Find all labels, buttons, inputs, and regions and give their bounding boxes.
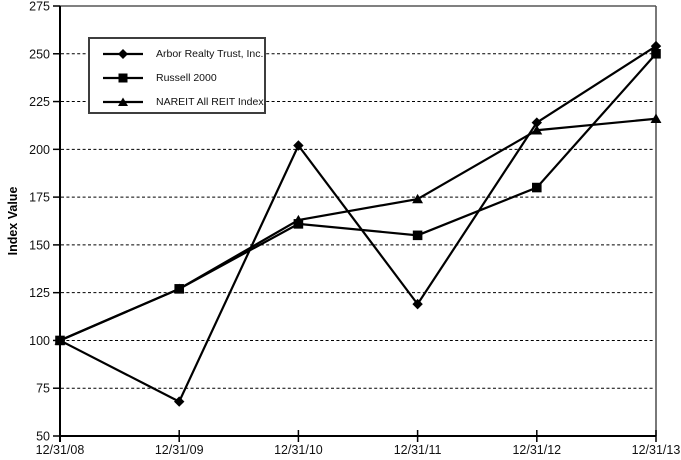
legend-label: NAREIT All REIT Index <box>156 96 264 108</box>
triangle-marker-icon <box>103 97 143 106</box>
square-marker-icon <box>103 73 143 83</box>
y-tick-label: 150 <box>29 238 50 252</box>
y-tick-label: 250 <box>29 47 50 61</box>
legend-item: NAREIT All REIT Index <box>90 90 264 114</box>
x-tick-label: 12/31/11 <box>394 443 442 457</box>
series-diamond <box>54 40 662 407</box>
x-tick-label: 12/31/08 <box>36 443 85 457</box>
y-tick-label: 50 <box>36 430 50 444</box>
y-tick-label: 175 <box>29 191 50 205</box>
x-tick-label: 12/31/10 <box>274 443 323 457</box>
x-tick-label: 12/31/12 <box>512 443 561 457</box>
diamond-marker-icon <box>103 49 143 59</box>
y-tick-label: 125 <box>29 286 50 300</box>
legend-label: Arbor Realty Trust, Inc. <box>156 48 264 60</box>
x-tick-label: 12/31/13 <box>632 443 681 457</box>
y-tick-label: 275 <box>29 0 50 14</box>
y-tick-label: 200 <box>29 143 50 157</box>
y-tick-label: 225 <box>29 95 50 109</box>
tick-marks <box>53 5 657 442</box>
legend-label: Russell 2000 <box>156 72 217 84</box>
y-tick-label: 100 <box>29 334 50 348</box>
y-tick-label: 75 <box>36 382 50 396</box>
axes <box>59 5 657 442</box>
axis-tick-labels: 50 75 100 125 150 175 200 225 250 275 12/31/08 12/3… <box>29 0 680 457</box>
legend: Arbor Realty Trust, Inc. Russell 2000 NA… <box>88 37 266 114</box>
legend-item: Arbor Realty Trust, Inc. <box>90 42 264 66</box>
legend-item: Russell 2000 <box>90 66 264 90</box>
x-tick-label: 12/31/09 <box>155 443 204 457</box>
